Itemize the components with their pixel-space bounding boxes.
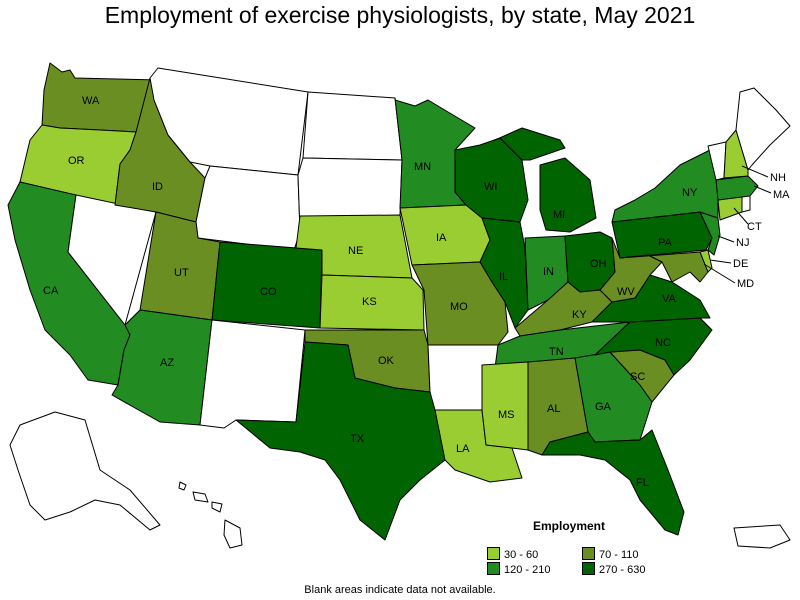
legend-title: Employment (533, 519, 606, 533)
label-OH: OH (590, 258, 607, 270)
state-WY[interactable] (195, 165, 301, 251)
state-NY[interactable] (611, 149, 719, 223)
legend-label: 30 - 60 (504, 549, 539, 561)
label-MN: MN (414, 161, 431, 173)
state-FL[interactable] (541, 429, 685, 536)
legend-item: 30 - 60 (487, 547, 538, 561)
legend-item: 70 - 110 (582, 547, 639, 561)
state-ND[interactable] (302, 91, 403, 161)
label-CA: CA (43, 285, 59, 297)
label-IN: IN (543, 266, 554, 278)
label-KY: KY (572, 309, 587, 321)
state-MI[interactable] (494, 127, 597, 233)
label-MO: MO (450, 301, 468, 313)
label-OK: OK (378, 355, 395, 367)
legend-swatch (582, 562, 595, 575)
footnote: Blank areas indicate data not available. (304, 584, 496, 596)
state-TX[interactable] (235, 341, 446, 541)
label-IL: IL (499, 271, 508, 283)
label-OR: OR (68, 155, 85, 167)
label-AL: AL (547, 403, 560, 415)
legend-label: 70 - 110 (599, 549, 639, 561)
label-MA: MA (773, 189, 790, 201)
legend-swatch (487, 562, 500, 575)
label-IA: IA (436, 232, 447, 244)
label-FL: FL (636, 477, 649, 489)
label-NC: NC (655, 337, 671, 349)
state-CO[interactable] (211, 241, 323, 329)
label-WI: WI (484, 181, 497, 193)
legend-item: 120 - 210 (487, 562, 550, 576)
label-NH: NH (770, 172, 786, 184)
label-DE: DE (733, 258, 748, 270)
legend-item: 270 - 630 (582, 562, 645, 576)
state-IL[interactable] (479, 217, 529, 329)
state-AK[interactable] (9, 411, 161, 531)
legend-swatch (582, 547, 595, 560)
label-PA: PA (658, 237, 673, 249)
legend-label: 270 - 630 (599, 564, 646, 576)
label-LA: LA (456, 443, 470, 455)
label-GA: GA (595, 401, 612, 413)
label-UT: UT (174, 267, 189, 279)
state-PR[interactable] (733, 524, 791, 549)
label-AZ: AZ (160, 357, 174, 369)
label-TX: TX (350, 433, 365, 445)
state-MA[interactable] (715, 175, 759, 201)
state-MS[interactable] (481, 361, 529, 451)
label-MS: MS (498, 409, 515, 421)
label-WV: WV (617, 286, 635, 298)
label-leader-lines (703, 165, 772, 284)
map-title: Employment of exercise physiologists, by… (104, 2, 696, 28)
legend-label: 120 - 210 (504, 564, 551, 576)
label-SC: SC (630, 371, 645, 383)
state-KS[interactable] (319, 274, 425, 331)
label-MI: MI (553, 209, 565, 221)
label-CO: CO (260, 286, 277, 298)
label-CT: CT (747, 221, 762, 233)
state-NM[interactable] (199, 319, 306, 429)
state-ME[interactable] (735, 87, 791, 171)
label-VA: VA (662, 293, 677, 305)
state-HI[interactable] (178, 481, 243, 549)
label-MD: MD (737, 278, 754, 290)
label-KS: KS (362, 296, 377, 308)
label-NY: NY (682, 187, 698, 199)
legend-swatch (487, 547, 500, 560)
label-TN: TN (549, 346, 564, 358)
label-ID: ID (152, 181, 163, 193)
state-RI[interactable] (741, 195, 751, 213)
label-NE: NE (348, 245, 363, 257)
state-WI[interactable] (454, 137, 529, 223)
label-NJ: NJ (736, 237, 749, 249)
label-WA: WA (82, 95, 100, 107)
